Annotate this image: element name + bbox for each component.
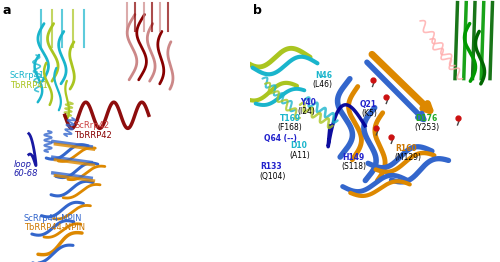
Text: N46: N46 bbox=[315, 71, 332, 80]
Text: TbRRP42: TbRRP42 bbox=[74, 131, 112, 140]
Text: ScRrp44-NPIN: ScRrp44-NPIN bbox=[24, 214, 82, 222]
Text: D10: D10 bbox=[290, 141, 307, 150]
Text: R133: R133 bbox=[260, 162, 281, 171]
Text: Q21: Q21 bbox=[360, 100, 377, 108]
Text: Y40: Y40 bbox=[300, 98, 316, 107]
Text: (I24): (I24) bbox=[298, 107, 316, 116]
Text: ScRrp42: ScRrp42 bbox=[74, 121, 110, 129]
Text: Q64 (--): Q64 (--) bbox=[264, 134, 297, 143]
Text: H149: H149 bbox=[342, 153, 365, 162]
Text: (Q104): (Q104) bbox=[259, 172, 285, 181]
Text: 60-68: 60-68 bbox=[14, 169, 38, 178]
Text: (F168): (F168) bbox=[278, 123, 302, 132]
Text: (K5): (K5) bbox=[361, 109, 377, 118]
Text: TbRRP41: TbRRP41 bbox=[10, 81, 48, 90]
Text: (L46): (L46) bbox=[312, 80, 332, 89]
Text: ScRrp41: ScRrp41 bbox=[10, 71, 44, 80]
Text: b: b bbox=[252, 4, 262, 17]
Text: (A11): (A11) bbox=[289, 151, 310, 160]
Text: TbRRP44-NPIN: TbRRP44-NPIN bbox=[24, 223, 85, 232]
Text: T169: T169 bbox=[280, 114, 301, 123]
Text: loop: loop bbox=[14, 160, 32, 169]
Text: a: a bbox=[2, 4, 11, 17]
Text: R160: R160 bbox=[395, 144, 416, 153]
Text: D176: D176 bbox=[415, 114, 437, 123]
Text: (M129): (M129) bbox=[394, 153, 421, 162]
Text: (Y253): (Y253) bbox=[414, 123, 439, 132]
Text: (S118): (S118) bbox=[341, 162, 366, 171]
